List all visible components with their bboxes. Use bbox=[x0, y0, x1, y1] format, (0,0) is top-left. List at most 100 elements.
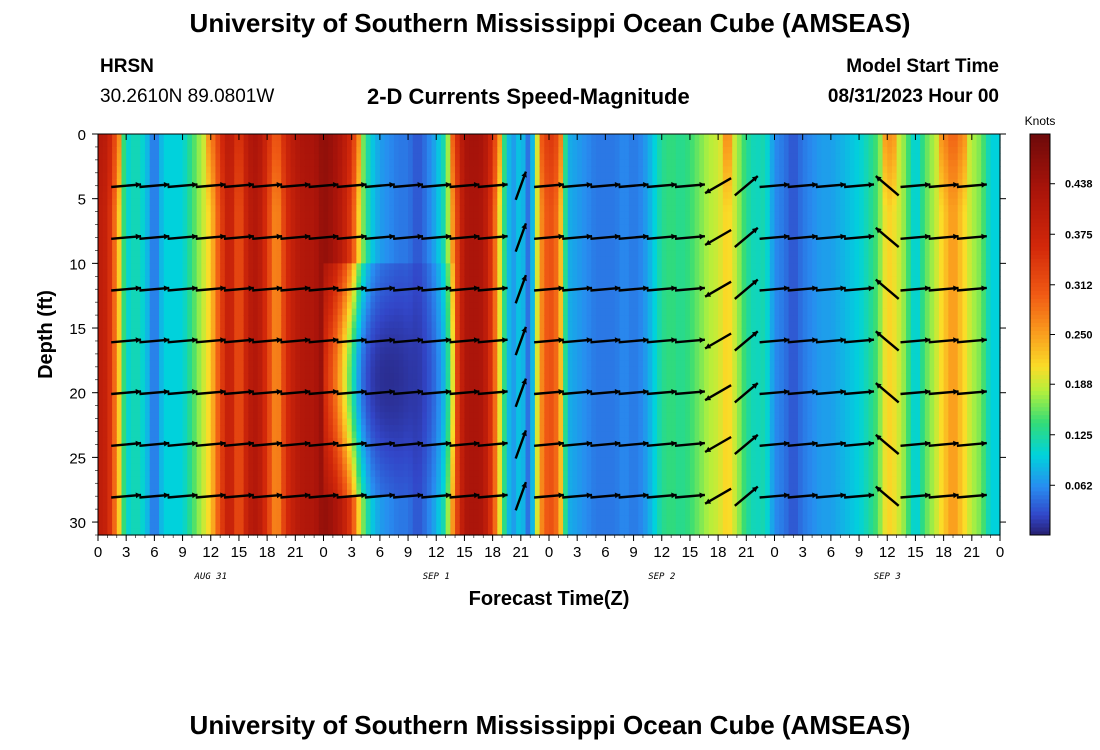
heatmap-cell bbox=[332, 496, 339, 504]
heatmap-cell bbox=[116, 224, 123, 232]
heatmap-cell bbox=[224, 140, 231, 148]
heatmap-cell bbox=[346, 509, 353, 517]
heatmap-cell bbox=[290, 412, 296, 420]
heatmap-cell bbox=[351, 502, 357, 510]
heatmap-cell bbox=[417, 476, 423, 484]
heatmap-cell bbox=[154, 282, 160, 290]
heatmap-cell bbox=[412, 237, 419, 245]
heatmap-cell bbox=[285, 172, 292, 180]
heatmap-cell bbox=[191, 457, 198, 465]
heatmap-cell bbox=[436, 463, 442, 471]
heatmap-cell bbox=[201, 515, 207, 523]
heatmap-cell bbox=[328, 295, 334, 303]
heatmap-cell bbox=[412, 295, 419, 303]
heatmap-cell bbox=[229, 159, 235, 167]
heatmap-cell bbox=[210, 470, 217, 478]
heatmap-cell bbox=[389, 237, 395, 245]
heatmap-cell bbox=[473, 282, 480, 290]
heatmap-cell bbox=[351, 528, 357, 536]
heatmap-cell bbox=[112, 256, 118, 264]
heatmap-cell bbox=[393, 457, 400, 465]
heatmap-cell bbox=[234, 418, 240, 426]
heatmap-cell bbox=[365, 211, 372, 219]
heatmap-cell bbox=[126, 263, 132, 271]
heatmap-cell bbox=[337, 153, 343, 161]
heatmap-cell bbox=[257, 405, 264, 413]
heatmap-cell bbox=[469, 192, 475, 200]
heatmap-cell bbox=[135, 476, 141, 484]
heatmap-cell bbox=[417, 153, 423, 161]
heatmap-cell bbox=[323, 134, 329, 142]
heatmap-cell bbox=[112, 476, 118, 484]
heatmap-cell bbox=[135, 483, 141, 491]
heatmap-cell bbox=[450, 295, 456, 303]
heatmap-cell bbox=[135, 360, 141, 368]
heatmap-cell bbox=[177, 515, 184, 523]
heatmap-cell bbox=[309, 153, 315, 161]
heatmap-cell bbox=[314, 302, 320, 310]
heatmap-cell bbox=[365, 470, 372, 478]
heatmap-cell bbox=[121, 153, 127, 161]
heatmap-cell bbox=[361, 302, 367, 310]
heatmap-cell bbox=[417, 308, 423, 316]
heatmap-cell bbox=[107, 134, 113, 142]
heatmap-cell bbox=[229, 405, 235, 413]
heatmap-cell bbox=[356, 243, 362, 252]
heatmap-cell bbox=[102, 321, 108, 329]
heatmap-cell bbox=[224, 483, 231, 491]
heatmap-cell bbox=[177, 282, 184, 290]
heatmap-cell bbox=[459, 192, 466, 200]
heatmap-cell bbox=[168, 386, 174, 394]
heatmap-cell bbox=[187, 522, 193, 530]
heatmap-cell bbox=[144, 185, 151, 193]
heatmap-cell bbox=[436, 224, 442, 232]
heatmap-cell bbox=[361, 224, 367, 232]
heatmap-cell bbox=[455, 353, 461, 361]
heatmap-cell bbox=[440, 515, 447, 523]
heatmap-cell bbox=[351, 431, 357, 439]
heatmap-cell bbox=[469, 412, 475, 420]
heatmap-cell bbox=[328, 263, 334, 271]
heatmap-cell bbox=[398, 405, 404, 413]
heatmap-cell bbox=[102, 302, 108, 310]
heatmap-cell bbox=[267, 353, 273, 361]
heatmap-cell bbox=[271, 392, 278, 400]
heatmap-cell bbox=[323, 366, 329, 374]
heatmap-cell bbox=[140, 134, 146, 142]
heatmap-cell bbox=[149, 198, 155, 206]
heatmap-cell bbox=[422, 528, 428, 536]
heatmap-cell bbox=[389, 302, 395, 310]
heatmap-cell bbox=[98, 192, 104, 200]
heatmap-cell bbox=[346, 198, 353, 206]
heatmap-cell bbox=[389, 470, 395, 478]
heatmap-cell bbox=[177, 192, 184, 200]
heatmap-cell bbox=[238, 140, 245, 148]
heatmap-cell bbox=[149, 205, 155, 213]
heatmap-cell bbox=[130, 302, 137, 310]
heatmap-cell bbox=[271, 450, 278, 458]
heatmap-cell bbox=[398, 386, 404, 394]
heatmap-cell bbox=[182, 198, 188, 206]
heatmap-cell bbox=[295, 412, 301, 420]
heatmap-cell bbox=[445, 211, 451, 219]
heatmap-cell bbox=[271, 502, 278, 510]
heatmap-cell bbox=[173, 405, 179, 413]
heatmap-cell bbox=[389, 425, 395, 433]
heatmap-cell bbox=[346, 289, 353, 297]
heatmap-cell bbox=[201, 386, 207, 394]
heatmap-cell bbox=[196, 282, 202, 290]
heatmap-cell bbox=[403, 237, 409, 245]
heatmap-cell bbox=[201, 159, 207, 167]
heatmap-cell bbox=[356, 528, 362, 536]
heatmap-cell bbox=[398, 185, 404, 193]
heatmap-cell bbox=[107, 502, 113, 510]
heatmap-cell bbox=[455, 205, 461, 213]
heatmap-cell bbox=[243, 515, 249, 523]
heatmap-cell bbox=[464, 444, 470, 452]
heatmap-cell bbox=[210, 205, 217, 213]
heatmap-cell bbox=[403, 276, 409, 284]
heatmap-cell bbox=[384, 444, 390, 452]
heatmap-cell bbox=[455, 457, 461, 465]
heatmap-cell bbox=[262, 315, 268, 323]
heatmap-cell bbox=[469, 218, 475, 226]
